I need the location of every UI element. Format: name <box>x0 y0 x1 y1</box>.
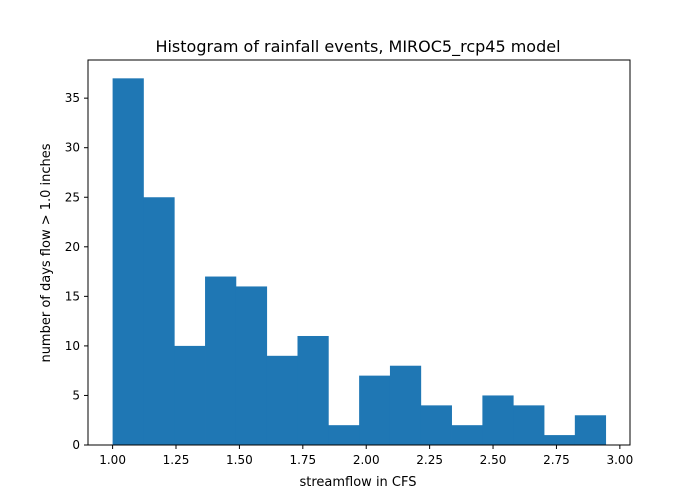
y-tick-label: 10 <box>65 339 80 353</box>
y-tick-label: 25 <box>65 190 80 204</box>
histogram-bar <box>389 365 422 445</box>
histogram-bar <box>235 286 268 445</box>
histogram-bar <box>112 78 144 445</box>
histogram-bar <box>174 345 206 445</box>
x-tick-label: 1.75 <box>289 453 316 467</box>
x-tick-label: 2.50 <box>480 453 507 467</box>
x-tick-label: 1.50 <box>226 453 253 467</box>
plot-frame <box>87 59 631 446</box>
histogram-bar <box>482 395 514 445</box>
x-tick-label: 1.25 <box>163 453 190 467</box>
histogram-bar <box>359 375 391 445</box>
y-tick-label: 30 <box>65 141 80 155</box>
x-axis-label: streamflow in CFS <box>299 475 416 490</box>
bars-group <box>112 78 607 445</box>
histogram-bar <box>297 335 329 445</box>
y-tick-label: 15 <box>65 289 80 303</box>
histogram-bar <box>143 197 175 445</box>
x-tick-label: 1.00 <box>99 453 126 467</box>
x-tick-label: 2.75 <box>543 453 570 467</box>
y-axis-label: number of days flow > 1.0 inches <box>39 143 54 362</box>
histogram-bar <box>574 415 607 445</box>
y-tick-label: 0 <box>72 438 80 452</box>
y-axis-ticks: 0 5 10 15 20 25 30 35 <box>65 91 88 452</box>
x-axis-ticks: 1.00 1.25 1.50 1.75 2.00 2.25 2.50 2.75 3.00 <box>99 445 633 467</box>
y-tick-label: 20 <box>65 240 80 254</box>
histogram-bar <box>451 425 483 445</box>
histogram-bar <box>328 425 360 445</box>
y-tick-label: 5 <box>72 388 80 402</box>
x-tick-label: 2.25 <box>416 453 443 467</box>
histogram-bar <box>205 276 237 445</box>
y-tick-label: 35 <box>65 91 80 105</box>
histogram-bar <box>544 435 576 445</box>
chart-title: Histogram of rainfall events, MIROC5_rcp… <box>155 37 560 57</box>
x-tick-label: 2.00 <box>353 453 380 467</box>
histogram-bar <box>513 405 545 445</box>
x-tick-label: 3.00 <box>606 453 633 467</box>
histogram-bar <box>266 355 298 445</box>
histogram-bar <box>420 405 452 445</box>
